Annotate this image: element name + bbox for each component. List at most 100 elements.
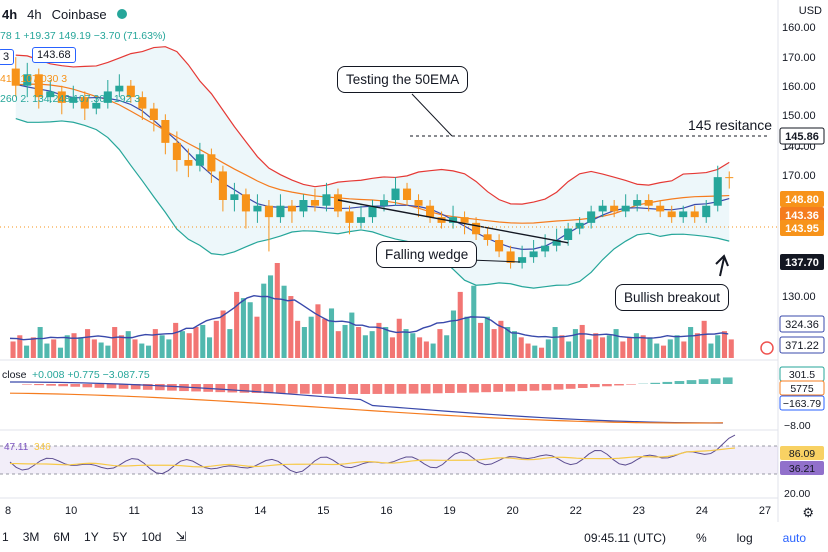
volume-bar (417, 337, 423, 358)
candle-body (184, 160, 193, 166)
range-3m[interactable]: 3M (22, 530, 40, 544)
candle-body (656, 205, 665, 212)
price-tag-bg (780, 191, 824, 207)
candle-body (702, 205, 711, 218)
volume-axis-tag: 324.36 (785, 319, 819, 331)
volume-bar (10, 341, 16, 358)
volume-bar (566, 341, 572, 358)
macd-histogram-bar (541, 384, 552, 391)
macd-axis-tag: 301.5 (789, 369, 815, 381)
macd-histogram-bar (155, 384, 165, 391)
rsi-ma-line (9, 447, 736, 468)
callout-bullish-breakout: Bullish breakout (615, 284, 730, 311)
volume-bar (627, 337, 633, 358)
alert-icon (760, 341, 774, 355)
x-axis-tick: 27 (759, 505, 771, 517)
range-1y[interactable]: 1Y (84, 530, 99, 544)
volume-bar (118, 335, 124, 358)
candle-body (92, 102, 101, 109)
settings-gear-icon[interactable]: ⚙ (802, 505, 814, 520)
rsi-legend-value: 47.11 (4, 442, 29, 453)
volume-bar (369, 331, 375, 358)
time-label[interactable]: 09:45.11 (UTC) (584, 531, 666, 545)
callout-pointer-50ema (411, 93, 453, 137)
macd-histogram-bar (517, 384, 528, 392)
auto-toggle[interactable]: auto (782, 531, 806, 545)
volume-bar (322, 318, 328, 358)
volume-bar (132, 339, 138, 358)
log-toggle[interactable]: log (736, 531, 753, 545)
volume-bar (484, 316, 490, 358)
price-axis-label: 170.00 (782, 170, 816, 182)
candle-body (598, 205, 607, 212)
rsi-axis-tag: 86.09 (789, 448, 815, 460)
macd-histogram-bar (457, 384, 467, 393)
macd-histogram-bar (722, 377, 733, 384)
macd-histogram-bar (469, 384, 479, 393)
exchange-label[interactable]: Coinbase (51, 6, 107, 22)
candle-body (149, 108, 158, 120)
volume-bar (606, 335, 612, 358)
range-10d[interactable]: 10d (141, 530, 162, 544)
volume-bar (694, 333, 700, 358)
volume-bar (423, 341, 429, 358)
macd-histogram-bar (602, 384, 612, 387)
price-tag-bg (780, 220, 824, 236)
macd-histogram-bar (336, 384, 346, 394)
volume-bar (24, 345, 30, 358)
volume-bar (539, 347, 545, 358)
volume-bar (91, 339, 97, 358)
candle-body (690, 211, 699, 218)
candle-body (610, 205, 619, 212)
macd-histogram-bar (686, 380, 697, 384)
volume-bar (213, 320, 219, 358)
bollinger-lower-line (15, 118, 730, 289)
candle-body (713, 177, 722, 206)
volume-bar (152, 329, 158, 358)
macd-histogram-bar (565, 384, 576, 389)
range-6m[interactable]: 6M (53, 530, 71, 544)
price-tag-text: 148.80 (785, 194, 819, 206)
volume-bar (613, 329, 619, 358)
candle-body (46, 91, 55, 98)
macd-histogram-bar (167, 384, 177, 391)
macd-histogram-bar (445, 384, 455, 394)
x-axis-tick: 14 (254, 505, 266, 517)
volume-bar (478, 322, 484, 358)
volume-bar (688, 327, 694, 358)
macd-histogram-bar (420, 384, 431, 394)
volume-bar (274, 263, 280, 358)
candle-body (11, 68, 20, 86)
volume-bar (430, 343, 436, 358)
goto-date-icon[interactable]: ⇲ (175, 529, 187, 544)
macd-axis-tag-bg (779, 380, 825, 396)
macd-histogram-bar (698, 379, 709, 384)
candle-body (103, 91, 112, 103)
bollinger-upper-line (15, 46, 730, 205)
bollinger-band-fill (15, 46, 730, 289)
volume-bar (518, 337, 524, 358)
symbol-label[interactable]: 4h (2, 6, 18, 22)
rsi-legend-value-2: 346 (34, 442, 51, 453)
x-axis-tick: 20 (507, 505, 519, 517)
percent-toggle[interactable]: % (695, 531, 707, 545)
candle-body (437, 217, 446, 223)
volume-bar (376, 322, 382, 358)
breakout-arrow-icon (715, 254, 729, 277)
interval-label[interactable]: 4h (27, 6, 42, 22)
price-axis-label: 160.00 (782, 22, 816, 34)
range-1[interactable]: 1 (2, 530, 9, 544)
macd-histogram-bar (505, 384, 516, 392)
currency-label[interactable]: USD (798, 5, 822, 17)
candle-body (587, 211, 596, 223)
volume-bar (30, 337, 36, 358)
candle-body (138, 97, 147, 109)
x-axis-tick: 19 (443, 505, 455, 517)
candle-body (172, 142, 181, 160)
volume-bar (660, 345, 667, 358)
macd-histogram-bar (312, 384, 322, 394)
macd-histogram-bar (22, 384, 32, 385)
range-5y[interactable]: 5Y (112, 530, 128, 544)
